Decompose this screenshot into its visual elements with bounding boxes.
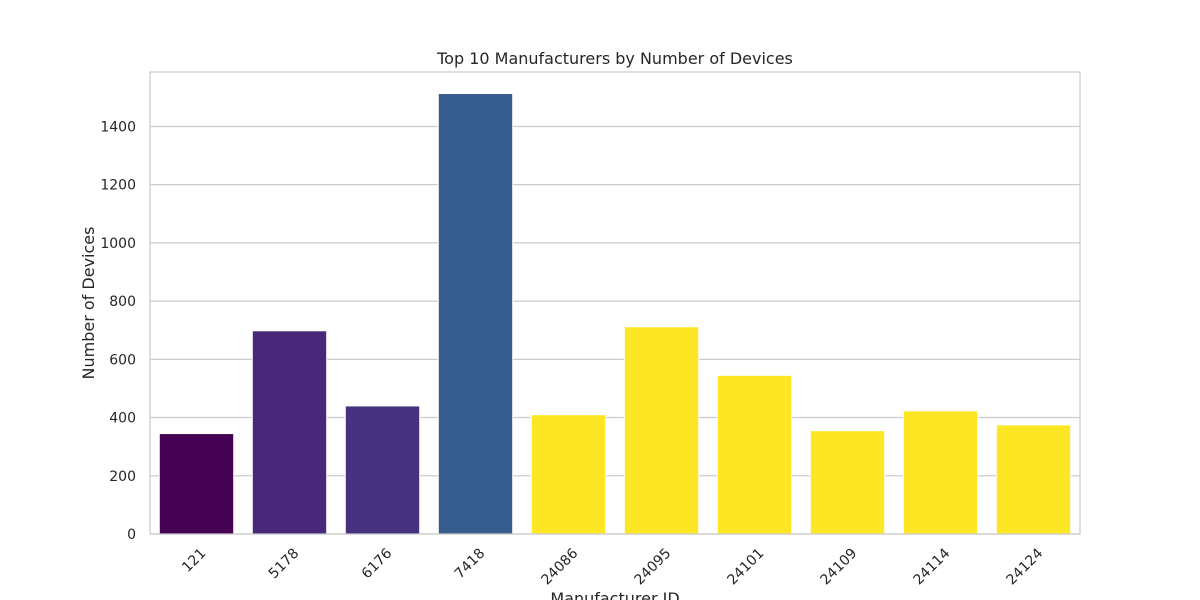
chart-title: Top 10 Manufacturers by Number of Device… [436, 49, 793, 68]
y-tick-label: 600 [109, 352, 136, 368]
plot-frame [149, 71, 1081, 535]
y-tick-label: 1200 [100, 178, 136, 194]
bar-121 [158, 433, 235, 535]
bar-24109 [809, 430, 886, 535]
y-tick-label: 200 [109, 469, 136, 485]
x-tick-label: 24095 [632, 546, 675, 589]
y-tick-labels: 0 200 400 600 800 1000 1200 1400 [100, 119, 136, 543]
y-tick-label: 800 [109, 294, 136, 310]
y-tick-label: 1000 [100, 236, 136, 252]
x-tick-labels: 121 5178 6176 7418 24086 24095 24101 24109 24114… [179, 545, 1046, 588]
bar-7418 [437, 93, 514, 535]
x-tick-label: 24101 [725, 546, 768, 589]
x-tick-label: 24114 [911, 545, 954, 588]
bar-24086 [530, 414, 607, 535]
bar-24124 [995, 424, 1072, 535]
bar-24114 [902, 410, 979, 535]
x-tick-label: 121 [179, 546, 209, 576]
bar-6176 [344, 405, 421, 535]
bar-5178 [251, 330, 328, 535]
y-tick-label: 0 [127, 527, 136, 543]
bar-24101 [716, 374, 793, 535]
x-tick-label: 5178 [266, 546, 303, 583]
bars [158, 93, 1072, 535]
x-tick-label: 24124 [1004, 545, 1047, 588]
x-tick-label: 7418 [452, 546, 489, 583]
bar-24095 [623, 326, 700, 535]
y-axis-label: Number of Devices [79, 227, 98, 380]
x-tick-label: 24086 [539, 545, 582, 588]
x-axis-label: Manufacturer ID [550, 589, 679, 600]
y-tick-label: 400 [109, 411, 136, 427]
y-tick-label: 1400 [100, 119, 136, 135]
x-tick-label: 24109 [818, 546, 861, 589]
x-tick-label: 6176 [359, 545, 396, 582]
